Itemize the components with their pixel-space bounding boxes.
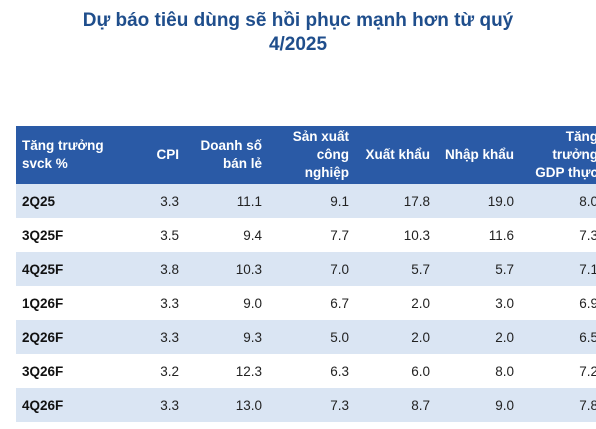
forecast-table: Tăng trưởng svck % CPI Doanh số bán lẻ Sản xu… [16,126,596,422]
column-header-2: Doanh số bán lẻ [184,126,267,184]
chart-title-line-1: Dự báo tiêu dùng sẽ hồi phục mạnh hơn từ… [82,10,514,31]
table-cell: 12.3 [184,354,267,388]
table-cell: 19.0 [435,184,519,218]
column-header-2-line-1: bán lẻ [222,156,262,171]
table-cell: 7.7 [267,218,354,252]
table-cell: 7.3 [267,388,354,422]
table-cell: 5.7 [435,252,519,286]
table-body: 2Q25 3.3 11.1 9.1 17.8 19.0 8.0 3Q25F 3.5 9.4 7.7 1… [16,184,596,422]
column-header-1: CPI [121,126,184,184]
table-row: 3Q26F 3.2 12.3 6.3 6.0 8.0 7.2 [16,354,596,388]
table-cell: 8.7 [354,388,435,422]
table-cell: 7.1 [519,252,596,286]
table-cell: 3.2 [121,354,184,388]
table-cell: 8.0 [435,354,519,388]
table-cell: 5.7 [354,252,435,286]
table-cell: 3.3 [121,320,184,354]
column-header-0-line-1: svck % [22,156,68,171]
table-cell: 11.1 [184,184,267,218]
table-cell: 2.0 [354,320,435,354]
table-cell: 3.0 [435,286,519,320]
table-cell: 6.0 [354,354,435,388]
table-cell: 2.0 [354,286,435,320]
column-header-6-line-1: GDP thực [535,165,596,180]
table-cell: 9.3 [184,320,267,354]
table-cell: 9.1 [267,184,354,218]
table-cell: 3.3 [121,286,184,320]
table-row: 4Q26F 3.3 13.0 7.3 8.7 9.0 7.8 [16,388,596,422]
table-cell: 7.8 [519,388,596,422]
table-cell: 9.0 [184,286,267,320]
table-cell: 6.7 [267,286,354,320]
table-cell: 17.8 [354,184,435,218]
column-header-5: Nhập khẩu [435,126,519,184]
table-row: 3Q25F 3.5 9.4 7.7 10.3 11.6 7.3 [16,218,596,252]
table-cell: 8.0 [519,184,596,218]
column-header-6-line-0: Tăng trưởng [552,129,596,162]
table-cell: 9.0 [435,388,519,422]
column-header-3-line-0: Sản xuất [292,129,349,144]
row-label: 4Q25F [16,252,121,286]
column-header-4: Xuất khẩu [354,126,435,184]
column-header-0-line-0: Tăng trưởng [22,138,104,153]
row-label: 2Q25 [16,184,121,218]
table-cell: 3.5 [121,218,184,252]
table-cell: 7.3 [519,218,596,252]
column-header-2-line-0: Doanh số [200,138,262,153]
table-header: Tăng trưởng svck % CPI Doanh số bán lẻ Sản xu… [16,126,596,184]
table-cell: 13.0 [184,388,267,422]
row-label: 1Q26F [16,286,121,320]
table-cell: 11.6 [435,218,519,252]
table-cell: 3.3 [121,388,184,422]
chart-title-line-2: 4/2025 [268,34,328,55]
row-label: 4Q26F [16,388,121,422]
table-cell: 7.0 [267,252,354,286]
header-row: Tăng trưởng svck % CPI Doanh số bán lẻ Sản xu… [16,126,596,184]
row-label: 3Q26F [16,354,121,388]
table-cell: 6.9 [519,286,596,320]
table-row: 4Q25F 3.8 10.3 7.0 5.7 5.7 7.1 [16,252,596,286]
table-cell: 10.3 [184,252,267,286]
table-cell: 10.3 [354,218,435,252]
table-cell: 6.5 [519,320,596,354]
column-header-3-line-1: công nghiệp [304,147,349,180]
table-cell: 9.4 [184,218,267,252]
table-cell: 5.0 [267,320,354,354]
column-header-4-line-0: Xuất khẩu [365,147,430,162]
table-cell: 6.3 [267,354,354,388]
column-header-6: Tăng trưởng GDP thực [519,126,596,184]
column-header-0: Tăng trưởng svck % [16,126,121,184]
table-cell: 2.0 [435,320,519,354]
table-cell: 3.3 [121,184,184,218]
chart-title: Dự báo tiêu dùng sẽ hồi phục mạnh hơn từ… [0,9,596,57]
column-header-3: Sản xuất công nghiệp [267,126,354,184]
column-header-5-line-0: Nhập khẩu [444,147,514,162]
column-header-1-line-0: CPI [156,147,179,162]
table-row: 1Q26F 3.3 9.0 6.7 2.0 3.0 6.9 [16,286,596,320]
table-row: 2Q25 3.3 11.1 9.1 17.8 19.0 8.0 [16,184,596,218]
row-label: 3Q25F [16,218,121,252]
table-row: 2Q26F 3.3 9.3 5.0 2.0 2.0 6.5 [16,320,596,354]
row-label: 2Q26F [16,320,121,354]
table-cell: 7.2 [519,354,596,388]
table-cell: 3.8 [121,252,184,286]
